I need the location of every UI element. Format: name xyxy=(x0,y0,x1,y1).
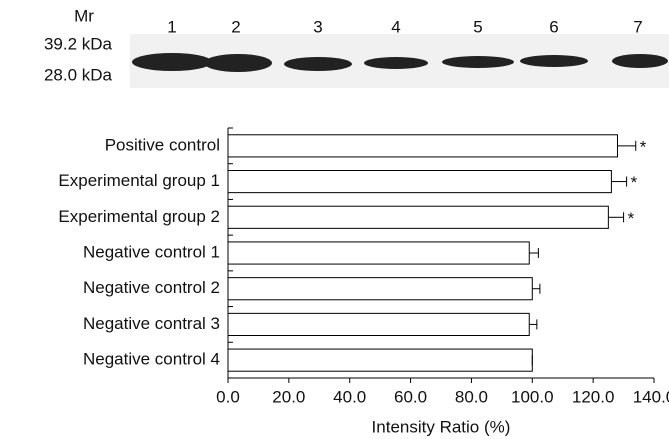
x-tick-label: 120.0 xyxy=(572,387,615,406)
significance-mark: * xyxy=(640,137,647,156)
lane-label: 2 xyxy=(231,17,240,36)
y-tick-label: Positive control xyxy=(105,135,220,154)
band xyxy=(612,54,668,68)
band xyxy=(520,55,588,67)
x-tick-label: 140.0 xyxy=(633,387,669,406)
bar xyxy=(228,171,611,193)
y-tick-label: Negative control 4 xyxy=(83,350,220,369)
lane-label: 4 xyxy=(391,17,400,36)
band xyxy=(204,54,272,72)
y-tick-label: Negative control 1 xyxy=(83,242,220,261)
y-tick-label: Negative contral 3 xyxy=(83,314,220,333)
x-axis-title: Intensity Ratio (%) xyxy=(372,417,511,436)
x-tick-label: 60.0 xyxy=(394,387,427,406)
y-tick-label: Experimental group 2 xyxy=(58,207,220,226)
bar xyxy=(228,135,617,157)
band xyxy=(442,56,514,68)
x-tick-label: 40.0 xyxy=(333,387,366,406)
significance-mark: * xyxy=(628,209,635,228)
band xyxy=(132,53,212,71)
marker: 28.0 kDa xyxy=(44,65,113,84)
figure: Mr 39.2 kDa 28.0 kDa 1 2 3 4 5 6 7 Inten… xyxy=(0,0,669,439)
marker-label: Mr xyxy=(74,6,94,25)
x-tick-label: 100.0 xyxy=(511,387,554,406)
lane-label: 3 xyxy=(313,17,322,36)
lane-label: 5 xyxy=(473,17,482,36)
bar xyxy=(228,206,608,228)
band xyxy=(364,57,428,69)
bar xyxy=(228,313,529,335)
y-tick-label: Experimental group 1 xyxy=(58,171,220,190)
marker: 39.2 kDa xyxy=(44,34,113,53)
lane-label: 1 xyxy=(167,17,176,36)
x-tick-label: 80.0 xyxy=(455,387,488,406)
x-tick-label: 0.0 xyxy=(216,387,240,406)
significance-mark: * xyxy=(631,173,638,192)
bar xyxy=(228,349,532,371)
lane-label: 6 xyxy=(549,17,558,36)
x-tick-label: 20.0 xyxy=(272,387,305,406)
band xyxy=(284,57,352,71)
bar xyxy=(228,278,532,300)
y-tick-label: Negative control 2 xyxy=(83,278,220,297)
bar xyxy=(228,242,529,264)
lane-label: 7 xyxy=(633,17,642,36)
